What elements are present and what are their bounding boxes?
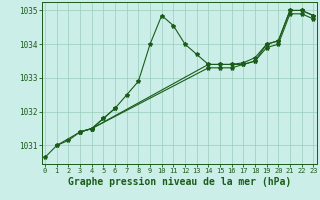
X-axis label: Graphe pression niveau de la mer (hPa): Graphe pression niveau de la mer (hPa) — [68, 177, 291, 187]
